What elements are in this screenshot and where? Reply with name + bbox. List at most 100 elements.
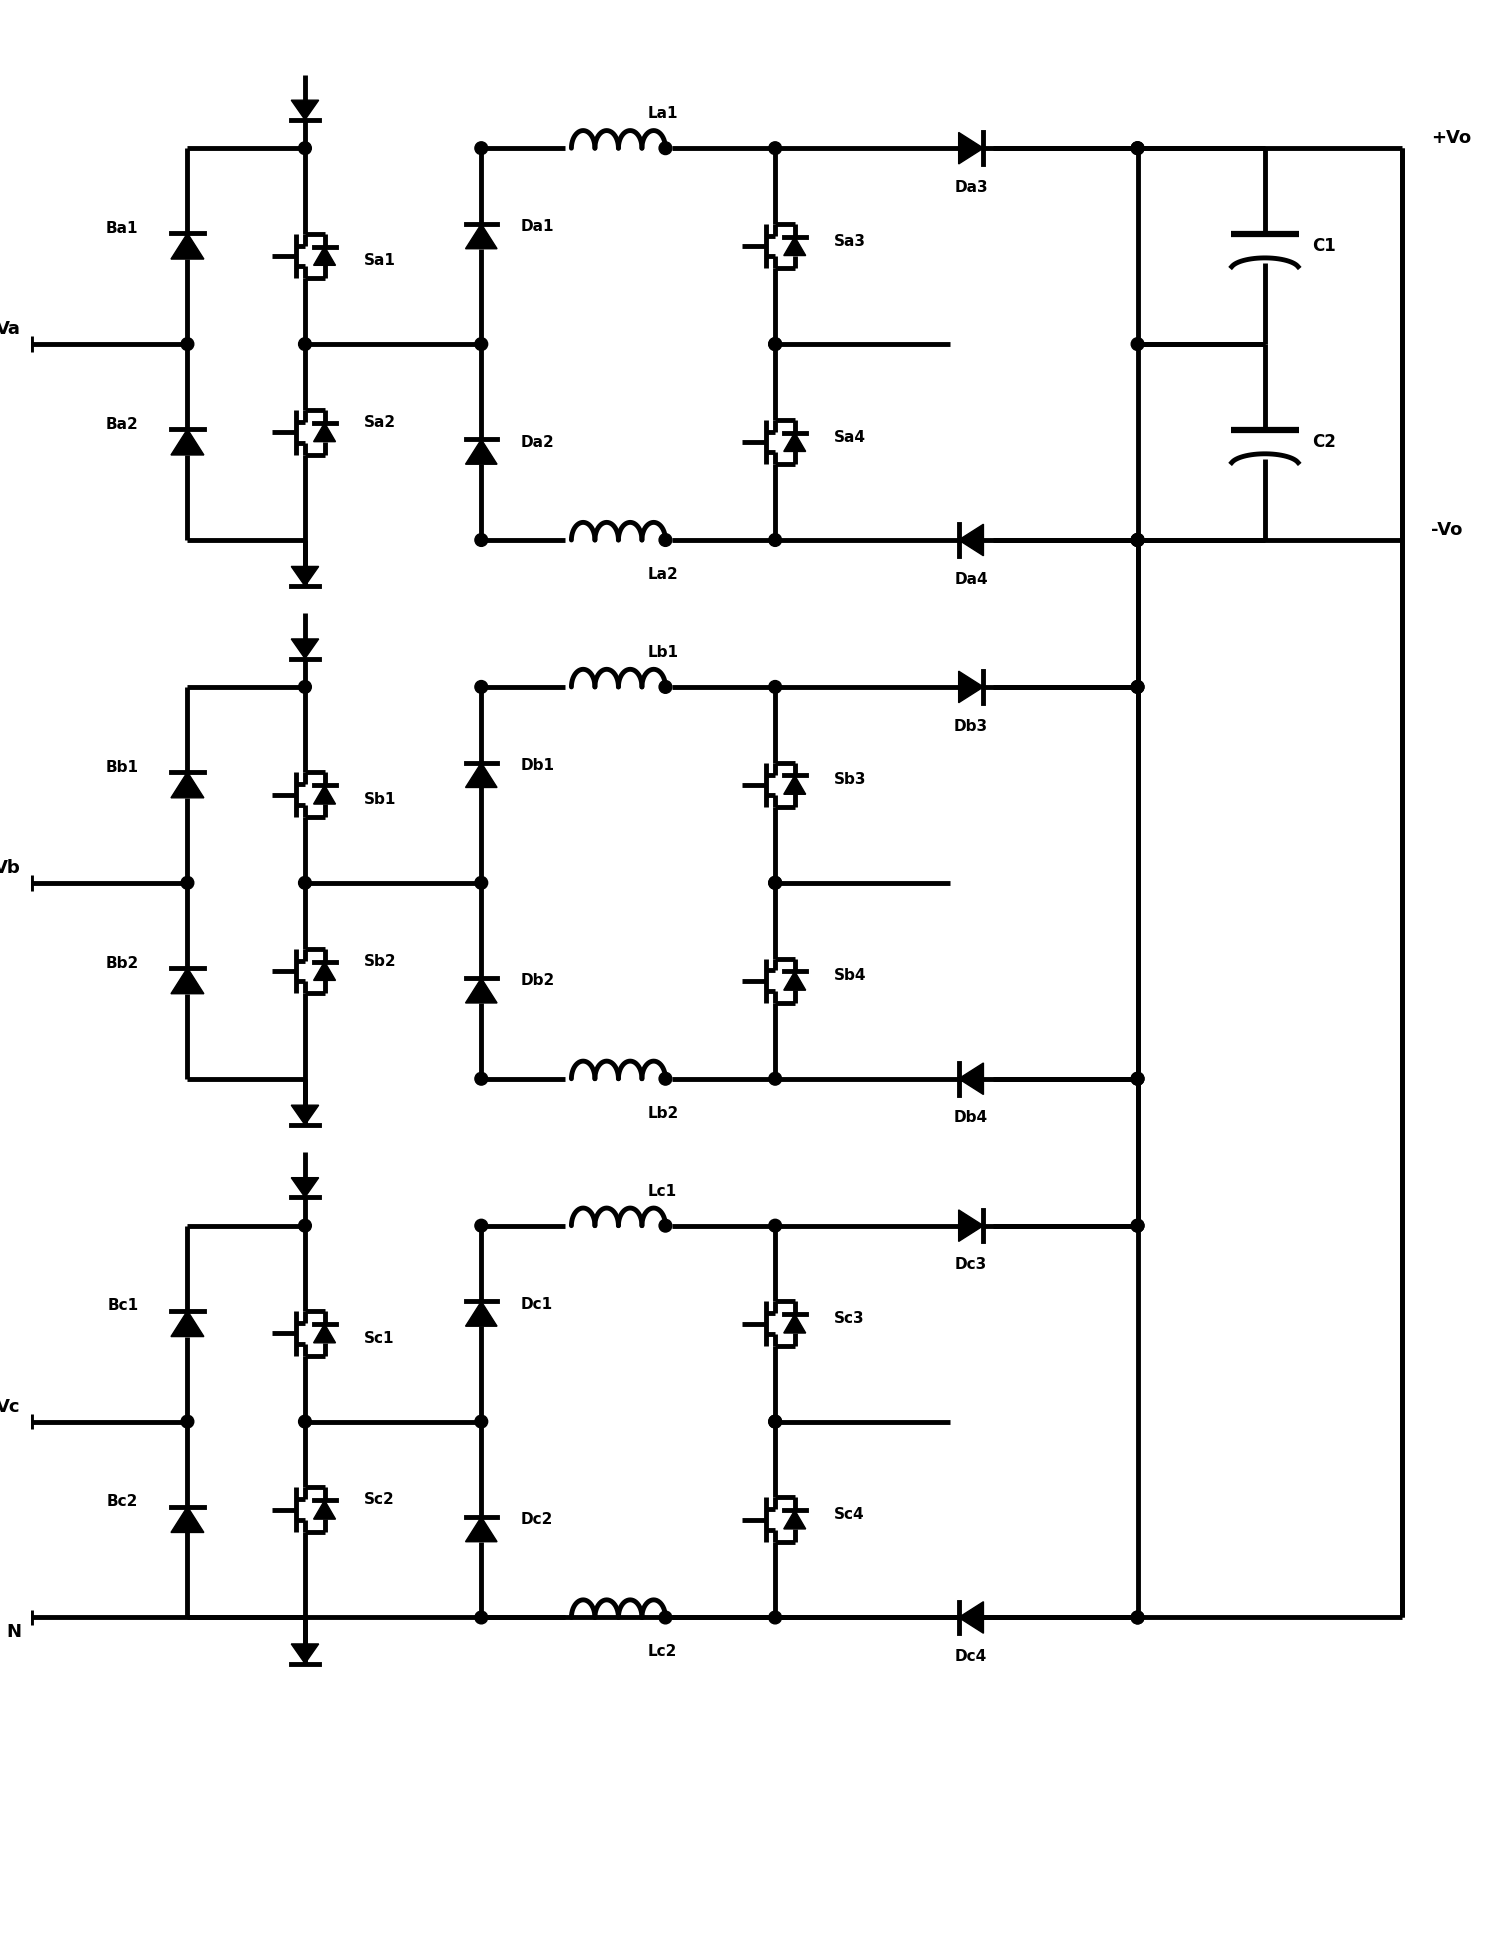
Text: Lc2: Lc2 xyxy=(648,1644,676,1660)
Circle shape xyxy=(770,1415,782,1429)
Polygon shape xyxy=(291,567,318,586)
Text: Da4: Da4 xyxy=(954,573,988,586)
Text: Sc4: Sc4 xyxy=(834,1506,864,1522)
Circle shape xyxy=(1131,534,1144,545)
Polygon shape xyxy=(314,1324,336,1343)
Polygon shape xyxy=(171,1310,204,1337)
Text: Sb1: Sb1 xyxy=(363,792,396,807)
Polygon shape xyxy=(314,423,336,443)
Polygon shape xyxy=(291,101,318,120)
Circle shape xyxy=(476,877,488,889)
Polygon shape xyxy=(314,247,336,266)
Text: Sb2: Sb2 xyxy=(363,953,396,969)
Text: Da1: Da1 xyxy=(520,219,554,235)
Polygon shape xyxy=(465,978,496,1003)
Circle shape xyxy=(1131,681,1144,693)
Text: Bb2: Bb2 xyxy=(105,955,138,970)
Polygon shape xyxy=(958,1064,984,1095)
Circle shape xyxy=(770,1611,782,1625)
Circle shape xyxy=(1131,1219,1144,1233)
Circle shape xyxy=(658,1219,672,1233)
Text: Va: Va xyxy=(0,320,21,338)
Text: Db4: Db4 xyxy=(954,1110,988,1126)
Text: Da2: Da2 xyxy=(520,435,554,450)
Text: Vc: Vc xyxy=(0,1398,21,1415)
Polygon shape xyxy=(784,1314,806,1333)
Circle shape xyxy=(658,1071,672,1085)
Circle shape xyxy=(476,681,488,693)
Polygon shape xyxy=(958,524,984,555)
Circle shape xyxy=(182,338,194,351)
Polygon shape xyxy=(784,1510,806,1530)
Polygon shape xyxy=(958,672,984,703)
Text: Sa2: Sa2 xyxy=(363,415,396,431)
Polygon shape xyxy=(314,786,336,804)
Circle shape xyxy=(476,1219,488,1233)
Circle shape xyxy=(770,1219,782,1233)
Text: Ba2: Ba2 xyxy=(105,417,138,433)
Circle shape xyxy=(476,142,488,155)
Circle shape xyxy=(1131,681,1144,693)
Circle shape xyxy=(1131,142,1144,155)
Text: Vb: Vb xyxy=(0,860,21,877)
Circle shape xyxy=(770,877,782,889)
Text: Lc1: Lc1 xyxy=(648,1184,676,1200)
Circle shape xyxy=(1131,1219,1144,1233)
Circle shape xyxy=(1131,534,1144,545)
Circle shape xyxy=(182,1415,194,1429)
Circle shape xyxy=(298,1219,312,1233)
Circle shape xyxy=(770,534,782,545)
Text: La2: La2 xyxy=(648,567,678,582)
Circle shape xyxy=(476,338,488,351)
Polygon shape xyxy=(784,776,806,794)
Circle shape xyxy=(1131,1071,1144,1085)
Text: Sb3: Sb3 xyxy=(834,773,867,788)
Polygon shape xyxy=(171,233,204,258)
Polygon shape xyxy=(171,773,204,798)
Polygon shape xyxy=(314,961,336,980)
Circle shape xyxy=(658,142,672,155)
Text: Dc3: Dc3 xyxy=(956,1258,987,1273)
Polygon shape xyxy=(171,429,204,454)
Text: Dc1: Dc1 xyxy=(520,1297,552,1312)
Polygon shape xyxy=(958,1209,984,1242)
Circle shape xyxy=(770,1415,782,1429)
Circle shape xyxy=(1131,534,1144,545)
Circle shape xyxy=(298,877,312,889)
Polygon shape xyxy=(465,439,496,464)
Text: Sa4: Sa4 xyxy=(834,429,866,444)
Circle shape xyxy=(1131,142,1144,155)
Polygon shape xyxy=(171,969,204,994)
Polygon shape xyxy=(465,223,496,248)
Polygon shape xyxy=(784,970,806,990)
Text: Lb2: Lb2 xyxy=(648,1106,680,1120)
Circle shape xyxy=(658,681,672,693)
Polygon shape xyxy=(958,132,984,163)
Circle shape xyxy=(476,1415,488,1429)
Circle shape xyxy=(1131,1071,1144,1085)
Text: +Vo: +Vo xyxy=(1431,130,1472,148)
Text: Db2: Db2 xyxy=(520,972,555,988)
Text: Sb4: Sb4 xyxy=(834,969,867,984)
Polygon shape xyxy=(291,1644,318,1663)
Text: Bc1: Bc1 xyxy=(108,1299,138,1314)
Polygon shape xyxy=(958,1601,984,1632)
Circle shape xyxy=(298,338,312,351)
Text: Bb1: Bb1 xyxy=(105,759,138,774)
Circle shape xyxy=(476,534,488,545)
Circle shape xyxy=(658,534,672,545)
Polygon shape xyxy=(291,1178,318,1198)
Polygon shape xyxy=(314,1500,336,1520)
Circle shape xyxy=(770,681,782,693)
Polygon shape xyxy=(784,237,806,256)
Text: La1: La1 xyxy=(648,107,678,122)
Text: Ba1: Ba1 xyxy=(106,221,138,237)
Text: Dc2: Dc2 xyxy=(520,1512,554,1528)
Text: C1: C1 xyxy=(1312,237,1335,254)
Polygon shape xyxy=(171,1506,204,1533)
Circle shape xyxy=(476,1071,488,1085)
Circle shape xyxy=(770,1071,782,1085)
Polygon shape xyxy=(291,639,318,658)
Polygon shape xyxy=(784,433,806,452)
Text: C2: C2 xyxy=(1311,433,1335,450)
